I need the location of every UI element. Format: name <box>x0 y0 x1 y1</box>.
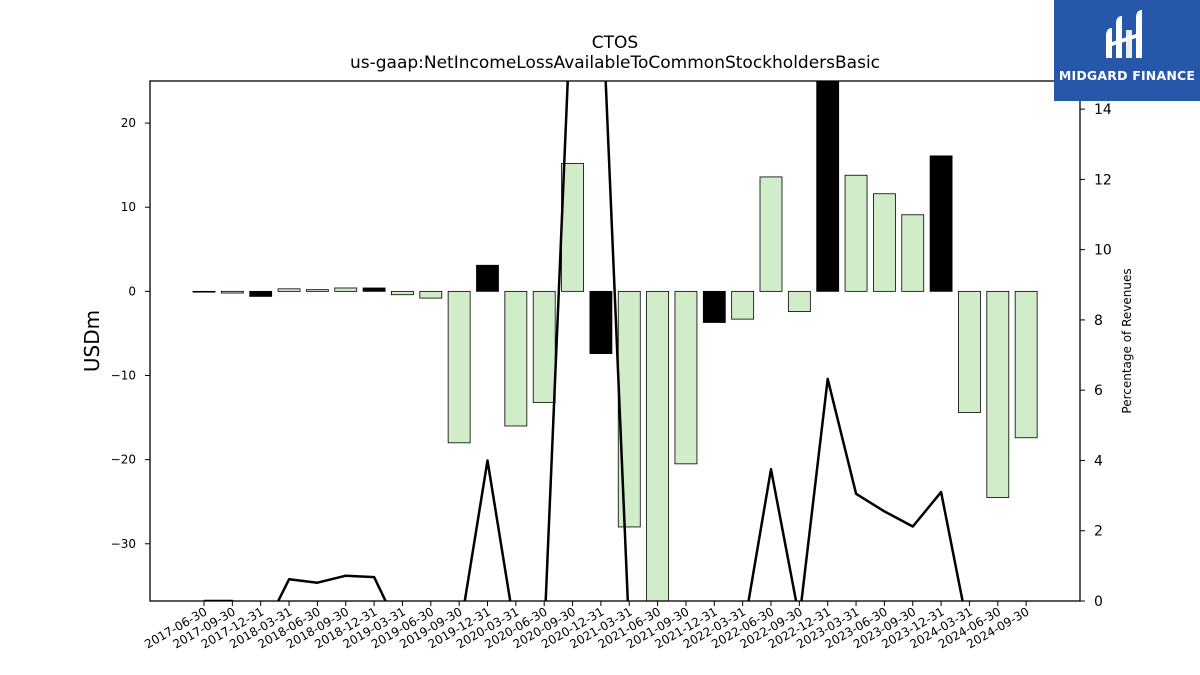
bar-2024-06-30 <box>986 290 1010 498</box>
y2-tick-label: 2 <box>1094 524 1103 540</box>
bar-2017-06-30 <box>192 290 216 293</box>
bar-2017-12-31 <box>249 290 273 297</box>
y-tick-label: −20 <box>111 453 136 467</box>
bar-2019-03-31 <box>391 290 414 296</box>
x-axis: 2017-06-302017-09-302017-12-312018-03-31… <box>142 601 1032 651</box>
bar-2022-06-30 <box>759 176 783 292</box>
bar-2020-12-31 <box>589 290 613 355</box>
brand-name: MIDGARD FINANCE <box>1058 68 1196 83</box>
bar-2020-06-30 <box>532 290 556 403</box>
y-tick-label: 0 <box>128 284 136 298</box>
y-tick-label: 20 <box>121 116 136 130</box>
y-tick-label: 10 <box>121 200 136 214</box>
bar-2021-12-31 <box>702 290 726 323</box>
bar-2019-06-30 <box>419 290 443 299</box>
bar-2018-06-30 <box>305 289 329 292</box>
bar-2022-12-31 <box>816 81 840 292</box>
y2-axis-title: Percentage of Revenues <box>1120 268 1134 413</box>
bar-2018-09-30 <box>334 287 358 292</box>
bar-2018-03-31 <box>277 288 301 292</box>
bar-2022-03-31 <box>731 290 755 320</box>
chart-subtitle: us-gaap:NetIncomeLossAvailableToCommonSt… <box>350 53 880 73</box>
bar-2024-03-31 <box>958 290 981 413</box>
y2-tick-label: 0 <box>1094 594 1103 610</box>
y2-tick-label: 12 <box>1094 172 1112 188</box>
y2-axis: 0 2 4 6 8 10 12 14 <box>1080 102 1112 610</box>
bar-2017-09-30 <box>220 290 244 294</box>
bar-2023-12-31 <box>929 155 953 292</box>
plot-frame <box>149 80 1081 602</box>
y-tick-label: −30 <box>111 537 136 551</box>
y-axis: 20 10 0 −10 −20 −30 <box>111 116 150 551</box>
bar-2019-12-31 <box>476 264 499 292</box>
y-axis-title: USDm <box>80 310 104 372</box>
y2-tick-label: 8 <box>1094 313 1103 329</box>
bar-2021-03-31 <box>617 290 641 528</box>
brand-logo: MIDGARD FINANCE <box>1054 0 1200 101</box>
bar-2024-09-30 <box>1014 290 1038 439</box>
bar-2019-09-30 <box>447 290 471 444</box>
bar-2021-09-30 <box>674 290 698 465</box>
bar-2023-06-30 <box>873 193 896 292</box>
y2-tick-label: 4 <box>1094 453 1103 469</box>
y-tick-label: −10 <box>111 368 136 382</box>
bar-2021-06-30 <box>646 290 669 601</box>
bar-2020-09-30 <box>561 163 584 292</box>
chart-title: CTOS <box>592 33 638 53</box>
y2-tick-label: 10 <box>1094 243 1112 259</box>
bars-layer <box>192 81 1038 601</box>
line-layer <box>204 81 964 601</box>
bar-2023-03-31 <box>844 174 868 292</box>
bar-2022-09-30 <box>787 290 811 312</box>
mf-monogram-icon <box>1106 10 1142 58</box>
y2-tick-label: 14 <box>1094 102 1112 118</box>
percentage-line <box>204 81 964 601</box>
bar-2023-09-30 <box>901 214 925 292</box>
bar-2018-12-31 <box>362 287 386 292</box>
y2-tick-label: 6 <box>1094 383 1103 399</box>
bar-2020-03-31 <box>504 290 528 427</box>
